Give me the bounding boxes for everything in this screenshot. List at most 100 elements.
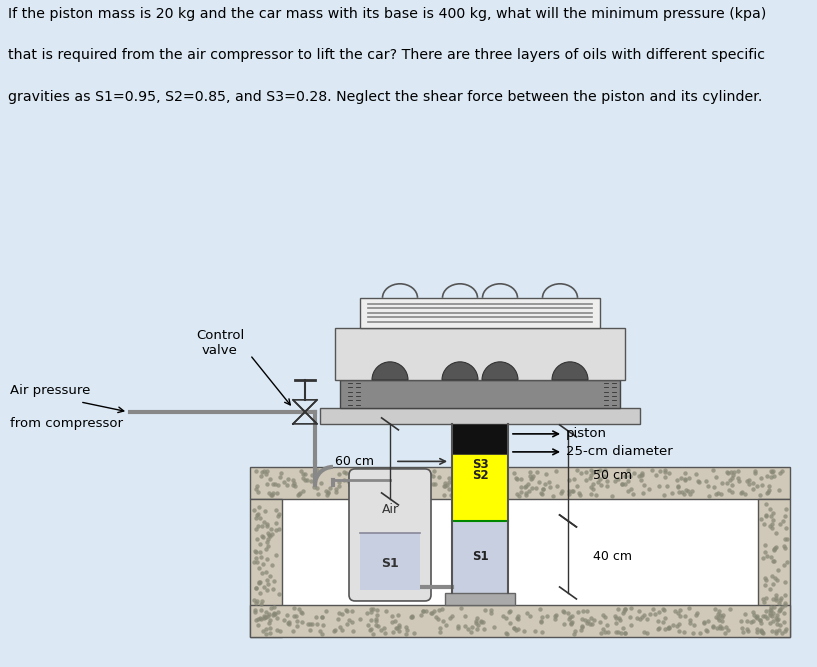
Point [252, 620, 265, 630]
Point [477, 624, 490, 634]
Point [708, 604, 721, 614]
Point [627, 468, 641, 478]
Point [757, 628, 770, 638]
Point [443, 477, 456, 488]
Point [511, 614, 525, 624]
Point [255, 614, 268, 625]
Text: 25-cm diameter: 25-cm diameter [566, 446, 672, 458]
Point [445, 611, 458, 622]
Point [368, 484, 381, 494]
Point [260, 478, 273, 489]
Point [256, 521, 269, 532]
Point [684, 614, 697, 625]
Point [251, 596, 264, 606]
Point [409, 478, 422, 488]
Point [663, 622, 676, 632]
Point [622, 476, 635, 487]
Point [350, 477, 364, 488]
Point [605, 490, 618, 501]
Point [527, 471, 540, 482]
Point [413, 471, 426, 482]
Text: 60 cm: 60 cm [336, 455, 374, 468]
Point [346, 626, 359, 636]
Point [442, 472, 455, 483]
Point [371, 620, 384, 631]
Point [774, 518, 787, 529]
Point [774, 605, 787, 616]
Point [249, 466, 262, 476]
Point [267, 602, 280, 613]
Point [589, 490, 602, 500]
Point [713, 622, 726, 633]
Point [404, 612, 417, 622]
Point [437, 490, 450, 501]
Point [268, 608, 281, 619]
Point [255, 552, 268, 562]
Point [336, 624, 349, 635]
Point [386, 626, 400, 637]
Point [750, 481, 763, 492]
Point [400, 628, 413, 639]
Point [613, 612, 626, 623]
Text: 50 cm: 50 cm [593, 470, 632, 482]
Point [774, 620, 787, 630]
Point [771, 610, 784, 621]
Point [750, 611, 763, 622]
Point [364, 614, 377, 625]
Point [725, 486, 739, 497]
Point [403, 468, 416, 479]
Point [614, 615, 627, 626]
Point [536, 612, 549, 622]
Point [744, 616, 757, 627]
Point [330, 486, 343, 497]
Point [659, 465, 672, 476]
Point [391, 482, 404, 493]
Point [565, 618, 578, 629]
Point [380, 606, 393, 617]
Point [266, 488, 279, 498]
Point [252, 487, 265, 498]
Point [291, 616, 304, 627]
Point [484, 604, 498, 615]
Point [345, 484, 358, 495]
Point [429, 611, 442, 622]
Point [768, 602, 781, 612]
Point [263, 628, 276, 638]
Point [548, 611, 561, 622]
Point [248, 595, 261, 606]
Point [392, 610, 405, 621]
Point [248, 546, 261, 556]
Point [529, 625, 542, 636]
Point [653, 480, 666, 491]
Point [585, 618, 598, 629]
Point [759, 510, 772, 520]
Point [341, 606, 354, 617]
Point [272, 524, 285, 534]
Point [556, 486, 569, 496]
Point [731, 466, 744, 476]
Point [770, 593, 783, 604]
Point [766, 571, 779, 582]
Point [756, 626, 769, 637]
Point [773, 485, 786, 496]
Point [495, 486, 508, 497]
Point [617, 608, 630, 618]
Point [354, 614, 367, 624]
Point [754, 618, 767, 628]
Point [779, 576, 792, 587]
Point [757, 596, 770, 607]
Point [339, 604, 352, 615]
Point [417, 474, 431, 485]
Point [774, 604, 787, 614]
Point [645, 465, 659, 476]
Point [706, 465, 719, 476]
Point [393, 620, 406, 630]
Point [251, 613, 264, 624]
Point [777, 540, 790, 551]
Point [653, 623, 666, 634]
Point [333, 476, 346, 487]
Point [257, 581, 270, 592]
Point [419, 488, 432, 499]
Point [454, 489, 467, 500]
Point [281, 617, 294, 628]
